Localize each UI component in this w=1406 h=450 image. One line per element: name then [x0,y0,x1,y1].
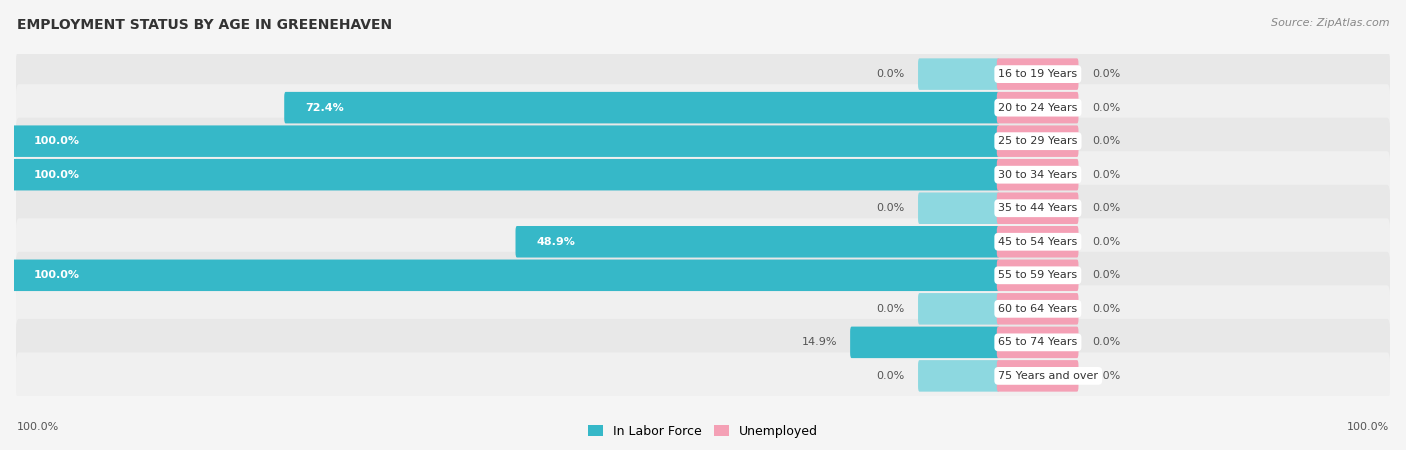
Text: 100.0%: 100.0% [34,136,80,146]
Text: 65 to 74 Years: 65 to 74 Years [998,338,1077,347]
FancyBboxPatch shape [997,293,1078,324]
FancyBboxPatch shape [918,360,1000,392]
FancyBboxPatch shape [997,260,1078,291]
Text: 100.0%: 100.0% [17,422,59,432]
Text: 0.0%: 0.0% [1092,170,1121,180]
Text: 60 to 64 Years: 60 to 64 Years [998,304,1077,314]
FancyBboxPatch shape [13,159,1000,190]
Text: EMPLOYMENT STATUS BY AGE IN GREENEHAVEN: EMPLOYMENT STATUS BY AGE IN GREENEHAVEN [17,18,392,32]
Text: 0.0%: 0.0% [876,69,905,79]
Text: 0.0%: 0.0% [1092,237,1121,247]
FancyBboxPatch shape [284,92,1000,123]
FancyBboxPatch shape [15,118,1391,165]
FancyBboxPatch shape [15,51,1391,98]
Text: 45 to 54 Years: 45 to 54 Years [998,237,1077,247]
Text: 35 to 44 Years: 35 to 44 Years [998,203,1077,213]
FancyBboxPatch shape [918,293,1000,324]
Text: 48.9%: 48.9% [537,237,575,247]
FancyBboxPatch shape [997,193,1078,224]
FancyBboxPatch shape [15,84,1391,131]
FancyBboxPatch shape [997,92,1078,123]
Text: 20 to 24 Years: 20 to 24 Years [998,103,1077,112]
Text: 0.0%: 0.0% [1092,103,1121,112]
FancyBboxPatch shape [15,285,1391,332]
Text: 0.0%: 0.0% [1092,338,1121,347]
FancyBboxPatch shape [13,126,1000,157]
FancyBboxPatch shape [851,327,1000,358]
Text: 0.0%: 0.0% [1092,270,1121,280]
Text: 0.0%: 0.0% [876,203,905,213]
Text: 30 to 34 Years: 30 to 34 Years [998,170,1077,180]
Text: 16 to 19 Years: 16 to 19 Years [998,69,1077,79]
Text: 75 Years and over: 75 Years and over [998,371,1098,381]
FancyBboxPatch shape [997,226,1078,257]
Text: 100.0%: 100.0% [34,170,80,180]
FancyBboxPatch shape [918,193,1000,224]
Text: 0.0%: 0.0% [1092,136,1121,146]
Text: 72.4%: 72.4% [305,103,344,112]
Text: 0.0%: 0.0% [876,371,905,381]
FancyBboxPatch shape [997,58,1078,90]
Text: 55 to 59 Years: 55 to 59 Years [998,270,1077,280]
FancyBboxPatch shape [13,260,1000,291]
Legend: In Labor Force, Unemployed: In Labor Force, Unemployed [588,425,818,438]
FancyBboxPatch shape [15,319,1391,366]
FancyBboxPatch shape [15,218,1391,265]
FancyBboxPatch shape [15,185,1391,232]
FancyBboxPatch shape [15,151,1391,198]
Text: 0.0%: 0.0% [1092,371,1121,381]
Text: Source: ZipAtlas.com: Source: ZipAtlas.com [1271,18,1389,28]
FancyBboxPatch shape [918,58,1000,90]
FancyBboxPatch shape [15,252,1391,299]
Text: 100.0%: 100.0% [1347,422,1389,432]
FancyBboxPatch shape [997,159,1078,190]
Text: 0.0%: 0.0% [1092,203,1121,213]
FancyBboxPatch shape [516,226,1000,257]
Text: 14.9%: 14.9% [801,338,837,347]
Text: 0.0%: 0.0% [1092,304,1121,314]
FancyBboxPatch shape [997,126,1078,157]
Text: 25 to 29 Years: 25 to 29 Years [998,136,1077,146]
Text: 0.0%: 0.0% [876,304,905,314]
FancyBboxPatch shape [997,360,1078,392]
Text: 0.0%: 0.0% [1092,69,1121,79]
Text: 100.0%: 100.0% [34,270,80,280]
FancyBboxPatch shape [997,327,1078,358]
FancyBboxPatch shape [15,352,1391,399]
